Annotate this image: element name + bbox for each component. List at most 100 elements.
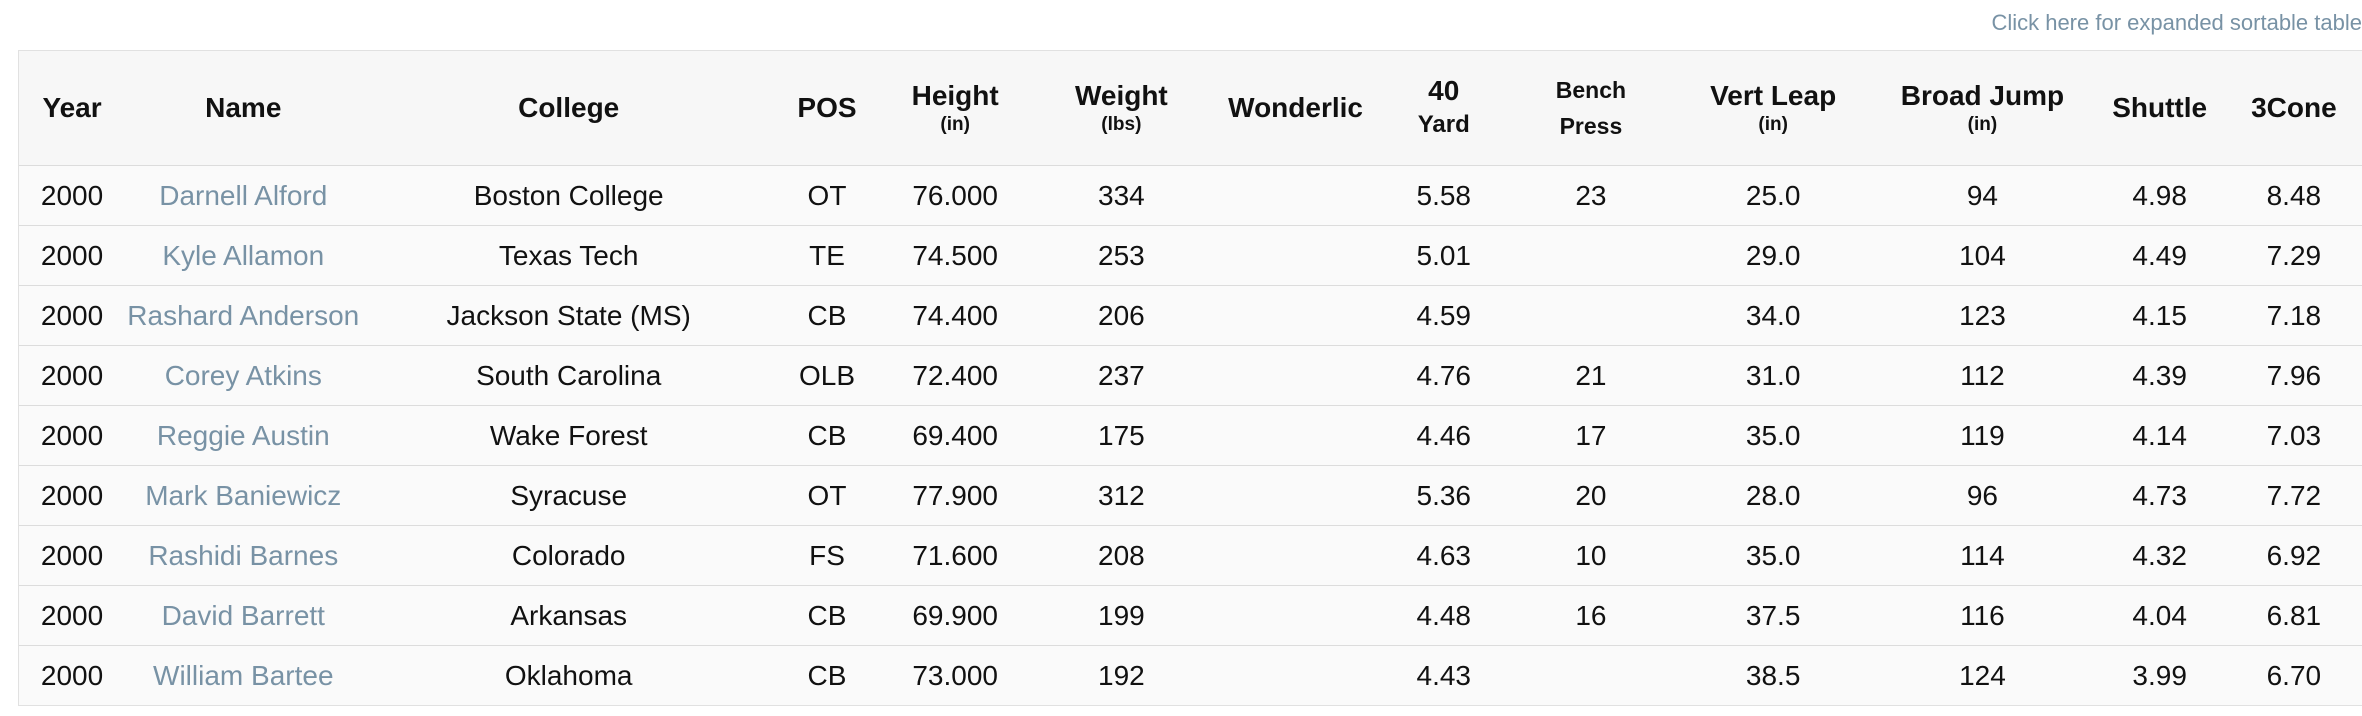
expanded-sortable-table-link[interactable]: Click here for expanded sortable table xyxy=(1991,10,2362,35)
cell-college: Jackson State (MS) xyxy=(361,285,776,346)
cell-40-yard: 5.58 xyxy=(1380,165,1507,226)
player-profile-link[interactable]: Kyle Allamon xyxy=(162,239,325,271)
cell-40-yard: 4.63 xyxy=(1380,525,1507,586)
cell-bench-press: 10 xyxy=(1506,525,1676,586)
cell-vert-leap: 25.0 xyxy=(1675,165,1872,226)
cell-wonderlic xyxy=(1210,585,1381,646)
cell-player-name: Reggie Austin xyxy=(125,405,362,466)
cell-player-name: Kyle Allamon xyxy=(125,225,362,286)
cell-shuttle: 4.04 xyxy=(2093,585,2226,646)
cell-position: OT xyxy=(775,465,879,526)
cell-wonderlic xyxy=(1210,525,1381,586)
cell-vert-leap: 34.0 xyxy=(1675,285,1872,346)
cell-bench-press: 20 xyxy=(1506,465,1676,526)
cell-player-name: Corey Atkins xyxy=(125,345,362,406)
player-profile-link[interactable]: Reggie Austin xyxy=(156,419,330,451)
col-header-wonderlic[interactable]: Wonderlic xyxy=(1228,92,1363,123)
cell-player-name: David Barrett xyxy=(125,585,362,646)
col-header-broad-jump[interactable]: Broad Jump (in) xyxy=(1871,51,2093,166)
cell-shuttle: 4.15 xyxy=(2093,285,2226,346)
cell-shuttle: 4.73 xyxy=(2093,465,2226,526)
cell-shuttle: 4.32 xyxy=(2093,525,2226,586)
cell-wonderlic xyxy=(1210,405,1381,466)
col-header-shuttle[interactable]: Shuttle xyxy=(2112,92,2208,123)
col-header-height[interactable]: Height (in) xyxy=(878,51,1032,166)
cell-weight: 208 xyxy=(1032,525,1211,586)
cell-year: 2000 xyxy=(19,165,126,226)
player-profile-link[interactable]: Rashard Anderson xyxy=(127,299,360,331)
cell-weight: 175 xyxy=(1032,405,1211,466)
col-header-name[interactable]: Name xyxy=(205,92,282,123)
player-profile-link[interactable]: Darnell Alford xyxy=(159,179,328,211)
col-header-year[interactable]: Year xyxy=(42,92,102,123)
cell-3cone: 7.29 xyxy=(2225,225,2362,286)
col-header-40-yard[interactable]: 40 Yard xyxy=(1417,75,1470,138)
cell-year: 2000 xyxy=(19,345,126,406)
player-profile-link[interactable]: William Bartee xyxy=(153,659,334,691)
cell-bench-press: 17 xyxy=(1506,405,1676,466)
cell-year: 2000 xyxy=(19,645,126,705)
cell-height: 73.000 xyxy=(878,645,1033,705)
cell-wonderlic xyxy=(1210,345,1381,406)
cell-bench-press: 23 xyxy=(1506,165,1676,226)
cell-weight: 312 xyxy=(1032,465,1211,526)
cell-shuttle: 3.99 xyxy=(2093,645,2226,705)
cell-3cone: 7.03 xyxy=(2225,405,2362,466)
cell-3cone: 8.48 xyxy=(2225,165,2362,226)
cell-3cone: 7.96 xyxy=(2225,345,2362,406)
col-header-pos[interactable]: POS xyxy=(797,92,857,123)
player-profile-link[interactable]: David Barrett xyxy=(161,599,325,631)
cell-bench-press: 16 xyxy=(1506,585,1676,646)
col-header-bench-press[interactable]: Bench Press xyxy=(1555,77,1627,139)
table-row: 2000 Rashidi Barnes Colorado FS 71.600 208 4.6… xyxy=(19,525,2362,586)
cell-vert-leap: 38.5 xyxy=(1675,645,1872,705)
weight-unit: (lbs) xyxy=(1101,114,1142,135)
cell-broad-jump: 114 xyxy=(1871,525,2094,586)
cell-position: TE xyxy=(775,225,879,286)
cell-college: South Carolina xyxy=(361,345,776,406)
cell-player-name: Rashidi Barnes xyxy=(125,525,362,586)
cell-40-yard: 4.46 xyxy=(1380,405,1507,466)
cell-player-name: Rashard Anderson xyxy=(125,285,362,346)
cell-college: Oklahoma xyxy=(361,645,776,705)
cell-position: OT xyxy=(775,165,879,226)
table-row: 2000 David Barrett Arkansas CB 69.900 199 4.48… xyxy=(19,585,2362,646)
cell-position: OLB xyxy=(775,345,879,406)
cell-vert-leap: 35.0 xyxy=(1675,525,1872,586)
cell-college: Wake Forest xyxy=(361,405,776,466)
cell-broad-jump: 119 xyxy=(1871,405,2094,466)
cell-vert-leap: 37.5 xyxy=(1675,585,1872,646)
cell-3cone: 7.72 xyxy=(2225,465,2362,526)
cell-broad-jump: 104 xyxy=(1871,225,2094,286)
cell-40-yard: 4.59 xyxy=(1380,285,1507,346)
cell-broad-jump: 94 xyxy=(1871,165,2094,226)
col-header-vert-leap[interactable]: Vert Leap (in) xyxy=(1675,51,1871,166)
cell-weight: 237 xyxy=(1032,345,1211,406)
cell-wonderlic xyxy=(1210,165,1381,226)
player-profile-link[interactable]: Corey Atkins xyxy=(164,359,322,391)
player-profile-link[interactable]: Rashidi Barnes xyxy=(148,539,339,571)
col-header-college[interactable]: College xyxy=(518,92,620,123)
cell-height: 77.900 xyxy=(878,465,1033,526)
cell-bench-press xyxy=(1506,225,1676,286)
col-header-3cone[interactable]: 3Cone xyxy=(2251,92,2337,123)
player-profile-link[interactable]: Mark Baniewicz xyxy=(145,479,342,511)
cell-broad-jump: 123 xyxy=(1871,285,2094,346)
cell-height: 69.900 xyxy=(878,585,1033,646)
table-row: 2000 Kyle Allamon Texas Tech TE 74.500 253 5.0… xyxy=(19,225,2362,286)
cell-shuttle: 4.39 xyxy=(2093,345,2226,406)
cell-player-name: Darnell Alford xyxy=(125,165,362,226)
table-row: 2000 Mark Baniewicz Syracuse OT 77.900 312 5.3… xyxy=(19,465,2362,526)
cell-weight: 199 xyxy=(1032,585,1211,646)
cell-position: FS xyxy=(775,525,879,586)
cell-40-yard: 4.48 xyxy=(1380,585,1507,646)
cell-wonderlic xyxy=(1210,225,1381,286)
cell-position: CB xyxy=(775,405,879,466)
cell-40-yard: 4.43 xyxy=(1380,645,1507,705)
cell-height: 69.400 xyxy=(878,405,1033,466)
cell-height: 72.400 xyxy=(878,345,1033,406)
cell-position: CB xyxy=(775,585,879,646)
cell-college: Syracuse xyxy=(361,465,776,526)
col-header-weight[interactable]: Weight (lbs) xyxy=(1032,51,1210,166)
cell-weight: 192 xyxy=(1032,645,1211,705)
